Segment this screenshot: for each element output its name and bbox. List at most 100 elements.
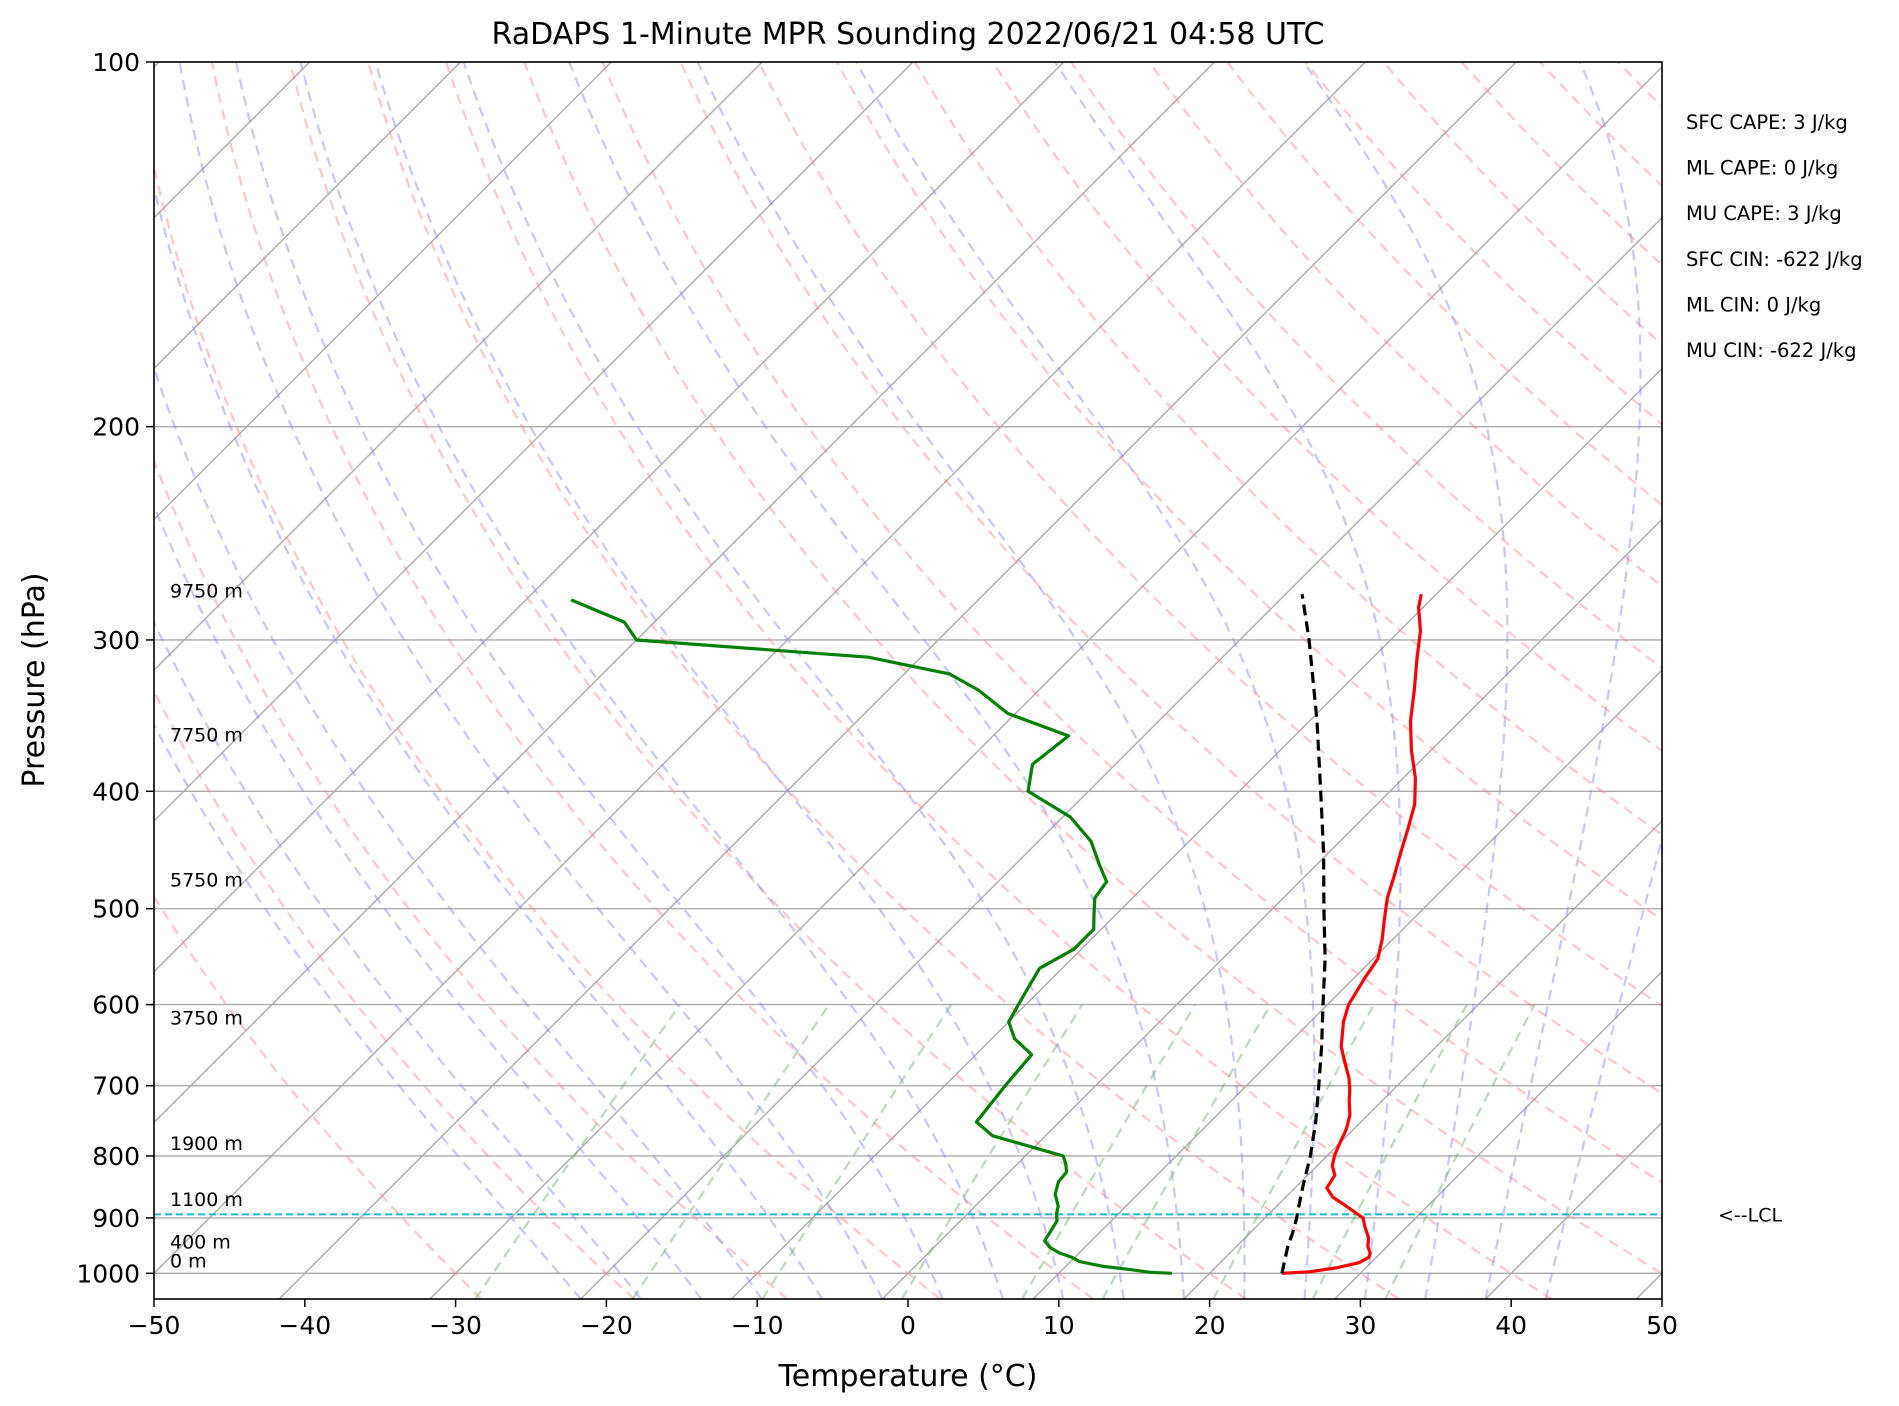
dry-adiabat bbox=[601, 62, 1662, 1184]
dry-adiabat bbox=[1382, 62, 1662, 346]
x-tick-label: 50 bbox=[1646, 1311, 1678, 1340]
mixing-ratio-line bbox=[1021, 1004, 1197, 1299]
x-tick-label: 20 bbox=[1194, 1311, 1226, 1340]
temperature-profile bbox=[1281, 593, 1423, 1275]
moist-adiabat bbox=[154, 503, 703, 1299]
moist-adiabat bbox=[154, 364, 763, 1299]
moist-adiabat bbox=[1054, 62, 1402, 1299]
isotherm-line bbox=[154, 62, 763, 672]
mixing-ratio-line bbox=[1212, 1004, 1375, 1299]
dry-adiabats bbox=[154, 62, 1662, 1299]
moist-adiabat bbox=[374, 62, 1065, 1299]
x-tick-label: 40 bbox=[1495, 1311, 1527, 1340]
moist-adiabats bbox=[154, 62, 1662, 1299]
isotherm-grid bbox=[154, 62, 1662, 1299]
dry-adiabat bbox=[523, 62, 1662, 1275]
isotherm-line bbox=[154, 62, 612, 521]
height-labels: 9750 m 7750 m 5750 m 3750 m 1900 m 1100 m 400 … bbox=[170, 581, 243, 1273]
dry-adiabat bbox=[679, 62, 1662, 1095]
y-tick-label: 800 bbox=[92, 1142, 140, 1171]
height-label: 1100 m bbox=[170, 1189, 243, 1211]
y-tick-label: 500 bbox=[92, 895, 140, 924]
moist-adiabat bbox=[154, 183, 823, 1299]
x-tick-label: −30 bbox=[429, 1311, 482, 1340]
moist-adiabat bbox=[235, 62, 944, 1299]
isotherm-line bbox=[731, 367, 1662, 1299]
isotherm-line bbox=[278, 62, 1517, 1299]
moist-adiabat bbox=[1484, 62, 1642, 1299]
x-tick-label: 10 bbox=[1043, 1311, 1075, 1340]
isotherm-line bbox=[1032, 669, 1662, 1299]
isotherm-line bbox=[154, 62, 914, 822]
stability-index-label: SFC CIN: -622 J/kg bbox=[1686, 248, 1863, 271]
y-tick-label: 1000 bbox=[76, 1259, 140, 1288]
y-tick-label: 300 bbox=[92, 626, 140, 655]
stability-indices: SFC CAPE: 3 J/kg ML CAPE: 0 J/kg MU CAPE: … bbox=[1686, 111, 1863, 362]
moist-adiabat bbox=[1544, 834, 1662, 1299]
y-ticks: 100 200 300 400 500 600 700 800 900 1000 bbox=[76, 48, 154, 1288]
stability-index-label: ML CIN: 0 J/kg bbox=[1686, 293, 1821, 316]
dry-adiabat bbox=[1148, 62, 1662, 588]
mixing-ratio-line bbox=[761, 1003, 953, 1299]
y-tick-label: 100 bbox=[92, 48, 140, 77]
x-tick-label: 0 bbox=[900, 1311, 916, 1340]
isotherm-line bbox=[154, 62, 1366, 1275]
height-label: 9750 m bbox=[170, 581, 243, 603]
isotherm-line bbox=[154, 62, 1216, 1124]
mixing-ratio-line bbox=[474, 1003, 682, 1299]
parcel-profile bbox=[1280, 593, 1327, 1274]
mixing-ratio-line bbox=[1101, 1004, 1272, 1299]
mixing-ratio-line bbox=[900, 1004, 1084, 1299]
stability-index-label: SFC CAPE: 3 J/kg bbox=[1686, 111, 1848, 134]
height-label: 5750 m bbox=[170, 870, 243, 892]
y-tick-label: 900 bbox=[92, 1204, 140, 1233]
x-axis-label: Temperature (°C) bbox=[778, 1359, 1038, 1394]
moist-adiabat bbox=[1302, 62, 1509, 1299]
dry-adiabat bbox=[154, 689, 636, 1299]
chart-title: RaDAPS 1-Minute MPR Sounding 2022/06/21 … bbox=[492, 17, 1325, 52]
isotherm-line bbox=[429, 65, 1662, 1299]
height-label: 400 m bbox=[170, 1232, 231, 1254]
isotherm-line bbox=[1183, 819, 1662, 1299]
dry-adiabat bbox=[154, 894, 483, 1299]
dry-adiabat bbox=[154, 162, 941, 1299]
series-group bbox=[570, 593, 1423, 1275]
moist-adiabat bbox=[299, 62, 1005, 1299]
stability-index-label: MU CIN: -622 J/kg bbox=[1686, 339, 1856, 362]
y-tick-label: 200 bbox=[92, 413, 140, 442]
dry-adiabat bbox=[757, 62, 1662, 1008]
height-label: 0 m bbox=[170, 1250, 207, 1272]
dry-adiabat bbox=[367, 62, 1400, 1299]
dry-adiabat bbox=[210, 62, 1094, 1299]
isotherm-line bbox=[881, 518, 1662, 1299]
y-tick-label: 400 bbox=[92, 777, 140, 806]
grid-layer bbox=[154, 62, 1662, 1299]
isotherm-line bbox=[154, 62, 1065, 973]
moist-adiabat bbox=[178, 62, 884, 1299]
lcl-label: <--LCL bbox=[1718, 1204, 1782, 1226]
x-tick-label: 30 bbox=[1344, 1311, 1376, 1340]
moist-adiabat bbox=[568, 62, 1185, 1299]
dewpoint-profile bbox=[570, 598, 1172, 1275]
isotherm-line bbox=[1334, 970, 1662, 1299]
mixing-ratio-lines bbox=[474, 1003, 1536, 1299]
moist-adiabat bbox=[154, 619, 642, 1299]
moist-adiabat bbox=[696, 62, 1246, 1299]
mixing-ratio-line bbox=[1384, 1004, 1536, 1299]
x-ticks: −50 −40 −30 −20 −10 0 10 20 30 40 50 bbox=[128, 1299, 1678, 1340]
x-tick-label: −10 bbox=[731, 1311, 784, 1340]
isotherm-line bbox=[154, 62, 462, 370]
x-tick-label: −40 bbox=[278, 1311, 331, 1340]
moist-adiabat bbox=[154, 722, 582, 1299]
y-axis-label: Pressure (hPa) bbox=[17, 572, 52, 787]
dry-adiabat bbox=[154, 457, 788, 1299]
moist-adiabat bbox=[462, 62, 1125, 1299]
isotherm-line bbox=[580, 216, 1662, 1299]
x-tick-label: −20 bbox=[580, 1311, 633, 1340]
height-label: 3750 m bbox=[170, 1007, 243, 1029]
dry-adiabat bbox=[992, 62, 1662, 753]
height-label: 7750 m bbox=[170, 724, 243, 746]
mixing-ratio-line bbox=[631, 1003, 831, 1299]
moist-adiabat bbox=[855, 62, 1316, 1299]
